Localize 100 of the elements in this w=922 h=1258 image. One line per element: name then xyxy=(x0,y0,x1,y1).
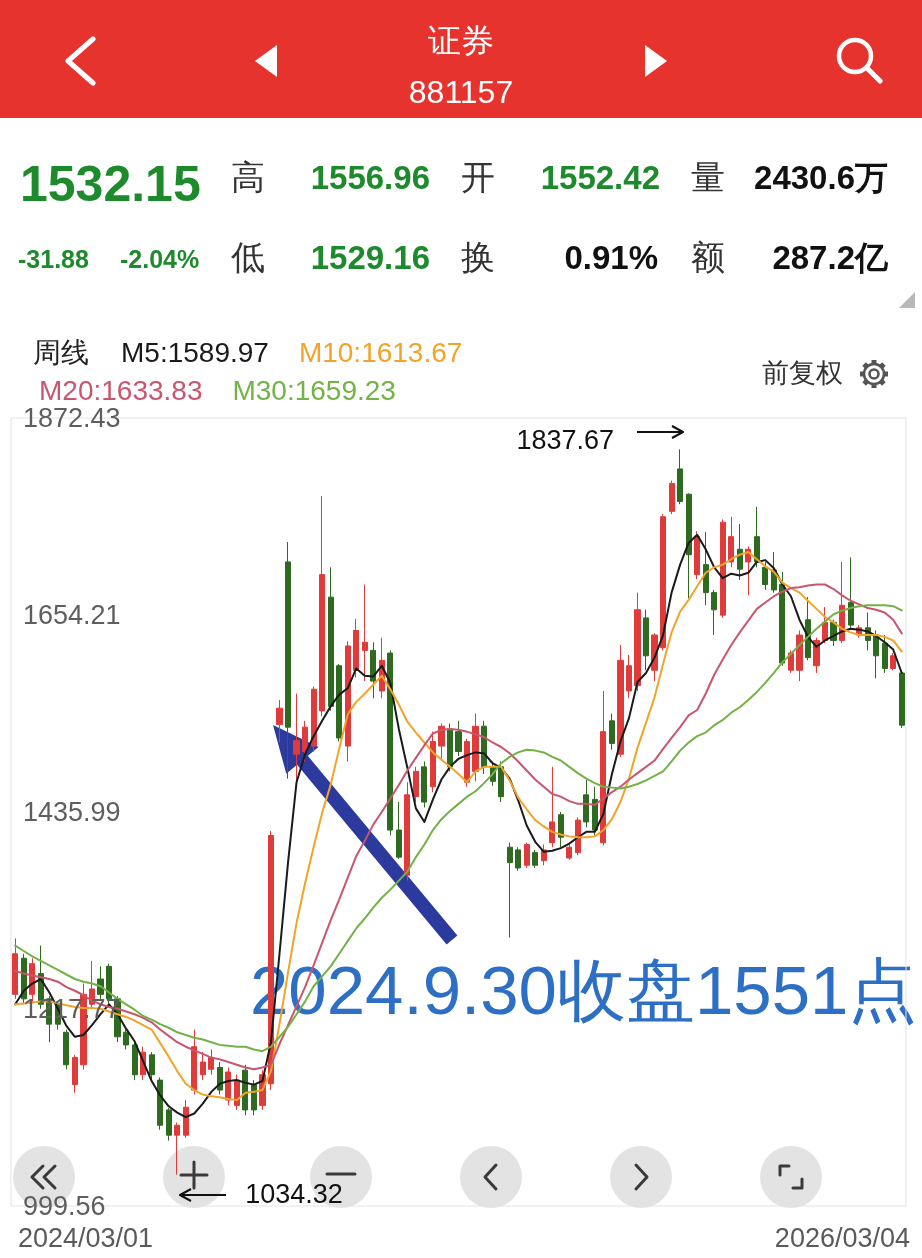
candlestick xyxy=(583,779,589,828)
text: 0.91% xyxy=(564,238,658,276)
candlestick xyxy=(149,1051,155,1081)
candlestick xyxy=(507,842,513,938)
candlestick xyxy=(626,654,632,699)
candlestick xyxy=(796,630,803,682)
text: 2026/03/04 xyxy=(774,1222,910,1253)
candlestick xyxy=(549,766,555,848)
candlestick xyxy=(762,561,768,591)
candlestick xyxy=(634,592,641,692)
candlestick xyxy=(12,937,18,1000)
candlestick xyxy=(345,640,351,762)
candlestick xyxy=(745,546,751,596)
y-tick-label: 1872.43 xyxy=(23,403,121,433)
text: 低 xyxy=(231,238,265,276)
candlestick xyxy=(336,663,342,743)
candlestick xyxy=(609,713,615,751)
candlestick xyxy=(694,530,700,580)
candlestick xyxy=(63,1029,69,1070)
candlestick xyxy=(788,649,794,674)
candlestick xyxy=(413,766,419,803)
text: 2430.6万 xyxy=(754,158,888,196)
candlestick xyxy=(711,589,717,636)
candlestick xyxy=(848,556,854,629)
text: M20:1633.83 xyxy=(39,374,203,406)
candlestick xyxy=(217,1061,223,1096)
candlestick xyxy=(882,634,888,674)
candlestick xyxy=(387,649,393,836)
text: 前复权 xyxy=(762,357,843,388)
text: 287.2亿 xyxy=(772,238,888,276)
candlestick xyxy=(285,541,291,780)
candlestick xyxy=(132,1041,138,1081)
text: 2024/03/01 xyxy=(18,1222,154,1253)
y-tick-label: 1435.99 xyxy=(23,797,121,827)
candlestick xyxy=(660,513,666,651)
text: -31.88 xyxy=(18,244,89,273)
candlestick xyxy=(319,495,325,717)
candlestick xyxy=(200,1051,206,1081)
candlestick xyxy=(566,844,572,861)
candlestick xyxy=(737,523,743,581)
candlestick xyxy=(293,693,300,782)
candlestick xyxy=(822,606,828,644)
annotation: 1837.67 xyxy=(516,424,615,455)
candlestick xyxy=(498,760,504,803)
candlestick xyxy=(558,811,564,848)
candlestick xyxy=(362,584,368,682)
candlestick xyxy=(617,644,624,758)
candlestick xyxy=(353,618,359,678)
candlestick xyxy=(455,720,462,757)
candlestick xyxy=(728,516,734,568)
candlestick xyxy=(669,480,675,515)
candlestick xyxy=(532,849,538,869)
candlestick xyxy=(438,723,445,760)
candlestick xyxy=(686,492,692,599)
y-tick-label: 1654.21 xyxy=(23,600,121,630)
candlestick xyxy=(328,566,334,712)
candlestick xyxy=(311,686,317,753)
text: 1556.96 xyxy=(310,158,430,196)
text: M5:1589.97 xyxy=(121,336,269,368)
candlestick xyxy=(779,571,785,667)
annotation: 1034.32 xyxy=(245,1179,343,1210)
text: 高 xyxy=(231,158,265,196)
text: 开 xyxy=(461,158,495,196)
candlestick xyxy=(421,760,427,808)
candlestick xyxy=(166,1107,172,1142)
candlestick xyxy=(754,506,760,568)
candlestick xyxy=(396,801,402,860)
candlestick xyxy=(515,846,521,872)
candlestick xyxy=(174,1122,180,1176)
text: 1529.16 xyxy=(310,238,430,276)
candlestick xyxy=(890,652,896,671)
text: -2.04% xyxy=(120,244,200,273)
text: 换 xyxy=(461,238,495,276)
candlestick xyxy=(430,731,436,793)
candlestick xyxy=(370,641,376,699)
candlestick xyxy=(873,630,879,679)
candlestick xyxy=(191,1029,197,1096)
candlestick xyxy=(899,669,905,729)
y-tick-label: 999.56 xyxy=(23,1191,106,1221)
text: 量 xyxy=(691,158,725,196)
candlestick xyxy=(251,1079,257,1116)
candlestick xyxy=(183,1099,189,1139)
candlestick xyxy=(643,609,649,671)
candlestick xyxy=(123,1029,129,1050)
candlestick xyxy=(575,816,581,856)
candlestick xyxy=(404,781,410,882)
legend-title: 周线 xyxy=(33,336,89,368)
candlestick xyxy=(720,519,726,619)
candlestick xyxy=(302,720,308,762)
text: 1532.15 xyxy=(20,156,201,212)
text: M10:1613.67 xyxy=(298,336,463,368)
chart-title: 证券 xyxy=(428,21,494,59)
text: M30:1659.23 xyxy=(232,374,396,406)
candlestick xyxy=(524,842,530,869)
text: 1552.42 xyxy=(540,158,660,196)
candlestick xyxy=(208,1048,214,1076)
candlestick xyxy=(447,723,453,772)
candlestick xyxy=(677,448,683,505)
candlestick xyxy=(276,699,283,743)
candlestick xyxy=(703,531,709,606)
